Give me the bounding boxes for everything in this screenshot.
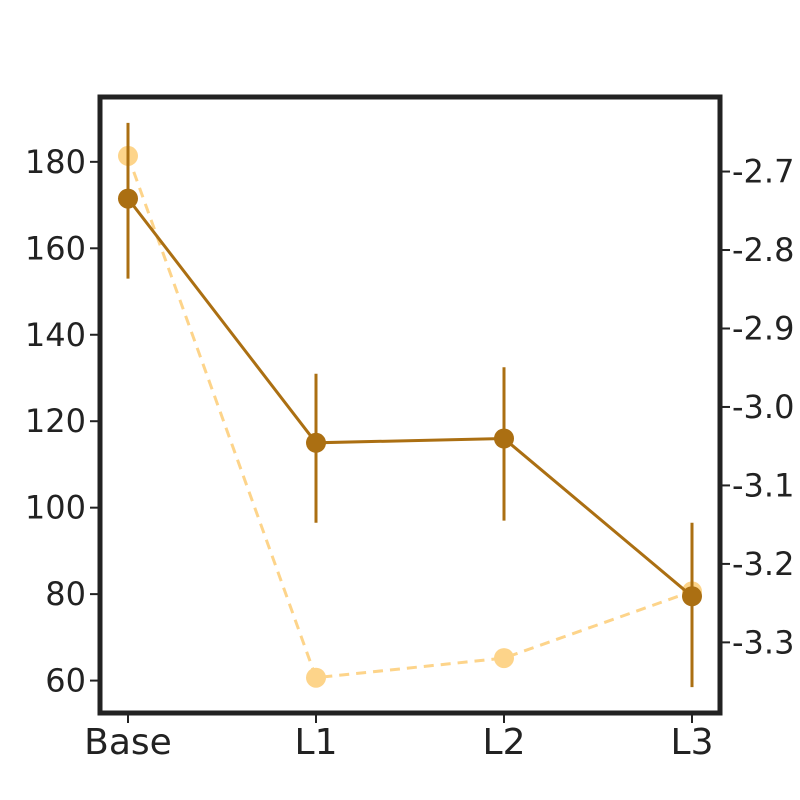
y-left-tick-label: 80: [45, 575, 86, 613]
y-right-tick-label: -2.9: [732, 309, 794, 347]
point-s1-l1: [306, 432, 326, 453]
series-line-2: [126, 155, 693, 680]
y-left-tick-label: 100: [25, 489, 86, 527]
y-right-tick-label: -3.2: [732, 545, 794, 583]
y-right-tick-label: -3.3: [732, 623, 794, 661]
y-right-tick-label: -2.7: [732, 153, 794, 191]
series-line-1: [126, 197, 693, 598]
point-s1-base: [118, 188, 138, 209]
x-tick-label: Base: [84, 722, 172, 763]
y-right-tick-label: -3.1: [732, 466, 794, 504]
y-left-tick-label: 140: [25, 316, 86, 354]
point-s1-l2: [494, 428, 514, 449]
point-s2-l1: [306, 667, 326, 688]
x-tick-label: L1: [295, 722, 338, 763]
x-tick-label: L2: [483, 722, 526, 763]
point-s1-l3: [682, 586, 702, 607]
y-left-tick-label: 120: [25, 402, 86, 440]
plot-frame: [97, 94, 723, 716]
y-right-tick-label: -3.0: [732, 388, 794, 426]
y-right-tick-label: -2.8: [732, 231, 794, 269]
point-s2-l2: [494, 648, 514, 669]
x-tick-label: L3: [671, 722, 714, 763]
y-left-tick-label: 180: [25, 143, 86, 181]
y-left-tick-label: 60: [45, 662, 86, 700]
y-left-tick-label: 160: [25, 229, 86, 267]
